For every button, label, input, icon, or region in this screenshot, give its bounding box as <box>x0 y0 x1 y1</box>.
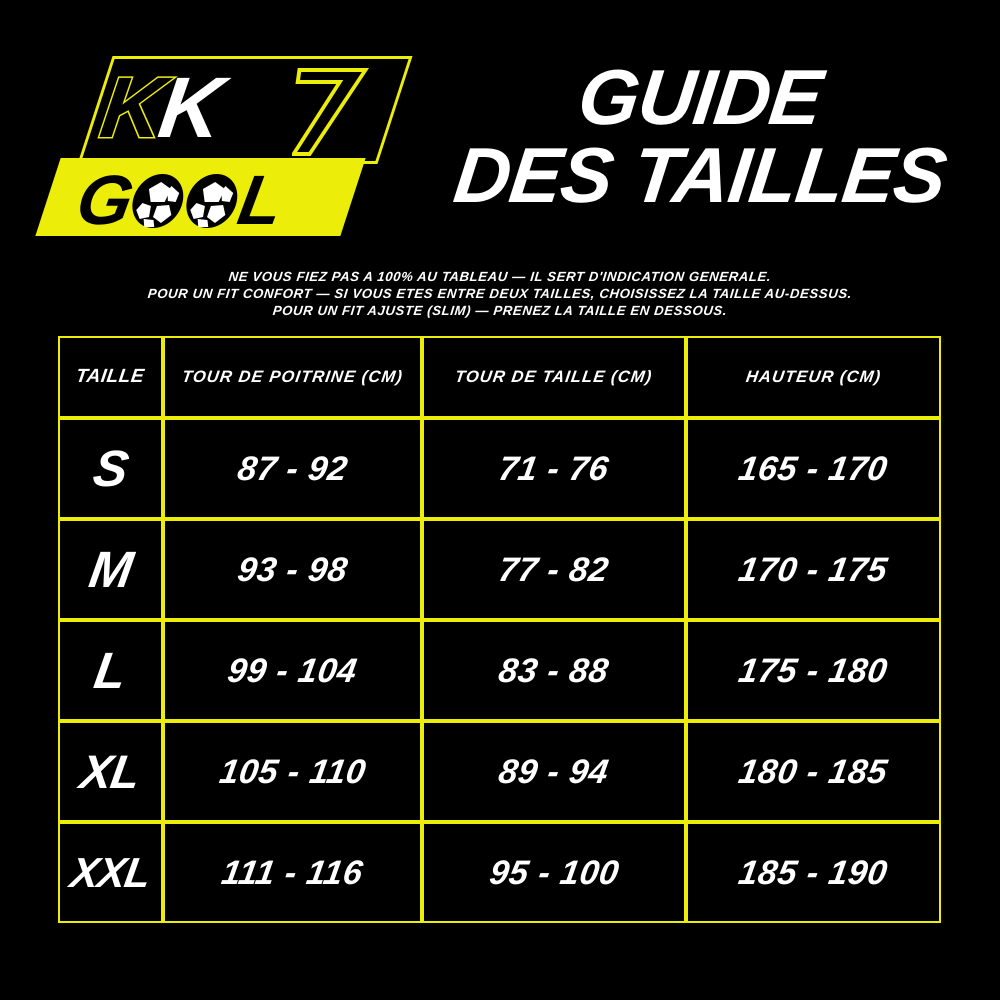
cell-chest: 111 - 116 <box>163 822 422 923</box>
height-value: 175 - 180 <box>736 651 891 690</box>
page-title: GUIDE DES TAILLES <box>420 53 980 219</box>
waist-value: 71 - 76 <box>496 449 612 488</box>
seven-slash-icon <box>290 68 370 156</box>
logo-kk-text: KK <box>94 59 225 158</box>
table-row: M 93 - 98 77 - 82 170 - 175 <box>58 519 941 620</box>
logo-gool-text: G L <box>71 161 288 239</box>
size-chart-table: TAILLE TOUR DE POITRINE (CM) TOUR DE TAI… <box>58 336 941 923</box>
chest-value: 99 - 104 <box>225 651 360 690</box>
cell-height: 180 - 185 <box>686 721 941 822</box>
cell-size: XXL <box>58 822 163 923</box>
soccer-ball-glyph-2 <box>186 174 238 228</box>
cell-chest: 87 - 92 <box>163 418 422 519</box>
table-header-row: TAILLE TOUR DE POITRINE (CM) TOUR DE TAI… <box>58 336 941 418</box>
column-header-height: HAUTEUR (CM) <box>686 336 941 418</box>
waist-value: 77 - 82 <box>496 550 612 589</box>
guidance-line-1: NE VOUS FIEZ PAS A 100% AU TABLEAU — IL … <box>227 269 773 284</box>
cell-waist: 83 - 88 <box>422 620 686 721</box>
chest-value: 111 - 116 <box>219 853 366 892</box>
guidance-line-2: POUR UN FIT CONFORT — SI VOUS ETES ENTRE… <box>147 286 853 301</box>
size-label: S <box>89 440 132 497</box>
chest-value: 105 - 110 <box>216 752 369 791</box>
guidance-line-3: POUR UN FIT AJUSTE (SLIM) — PRENEZ LA TA… <box>272 303 728 318</box>
height-value: 180 - 185 <box>736 752 891 791</box>
chest-value: 93 - 98 <box>234 550 351 589</box>
cell-height: 170 - 175 <box>686 519 941 620</box>
waist-value: 89 - 94 <box>496 752 612 791</box>
waist-value: 95 - 100 <box>486 853 622 892</box>
cell-height: 185 - 190 <box>686 822 941 923</box>
size-label: M <box>85 541 136 598</box>
cell-waist: 95 - 100 <box>422 822 686 923</box>
page-title-line-1: GUIDE <box>573 53 827 141</box>
column-header-waist: TOUR DE TAILLE (CM) <box>422 336 686 418</box>
cell-waist: 71 - 76 <box>422 418 686 519</box>
cell-size: M <box>58 519 163 620</box>
cell-size: L <box>58 620 163 721</box>
table-row: XXL 111 - 116 95 - 100 185 - 190 <box>58 822 941 923</box>
page-header: KK G <box>0 0 1000 270</box>
chest-value: 87 - 92 <box>234 449 351 488</box>
cell-height: 175 - 180 <box>686 620 941 721</box>
size-label: XL <box>77 745 144 798</box>
column-header-size: TAILLE <box>58 336 163 418</box>
table-header: TAILLE TOUR DE POITRINE (CM) TOUR DE TAI… <box>58 336 941 418</box>
page-title-line-2: DES TAILLES <box>449 130 951 219</box>
table-row: S 87 - 92 71 - 76 165 - 170 <box>58 418 941 519</box>
cell-size: XL <box>58 721 163 822</box>
cell-chest: 99 - 104 <box>163 620 422 721</box>
soccer-ball-icon-2 <box>181 171 243 229</box>
cell-waist: 89 - 94 <box>422 721 686 822</box>
cell-chest: 105 - 110 <box>163 721 422 822</box>
cell-waist: 77 - 82 <box>422 519 686 620</box>
logo-seven-icon <box>290 66 384 166</box>
cell-chest: 93 - 98 <box>163 519 422 620</box>
soccer-ball-icon <box>127 171 189 229</box>
size-label: XXL <box>67 848 154 896</box>
table-row: XL 105 - 110 89 - 94 180 - 185 <box>58 721 941 822</box>
height-value: 185 - 190 <box>736 853 891 892</box>
column-header-chest-label: TOUR DE POITRINE (CM) <box>180 367 405 386</box>
waist-value: 83 - 88 <box>496 651 612 690</box>
table-body: S 87 - 92 71 - 76 165 - 170 M 93 - 98 77… <box>58 418 941 923</box>
height-value: 165 - 170 <box>736 449 891 488</box>
table-row: L 99 - 104 83 - 88 175 - 180 <box>58 620 941 721</box>
column-header-waist-label: TOUR DE TAILLE (CM) <box>454 367 654 386</box>
guidance-note: NE VOUS FIEZ PAS A 100% AU TABLEAU — IL … <box>0 268 1000 319</box>
cell-height: 165 - 170 <box>686 418 941 519</box>
column-header-chest: TOUR DE POITRINE (CM) <box>163 336 422 418</box>
height-value: 170 - 175 <box>736 550 891 589</box>
column-header-size-label: TAILLE <box>75 366 147 387</box>
brand-logo: KK G <box>35 48 413 239</box>
column-header-height-label: HAUTEUR (CM) <box>744 367 883 386</box>
cell-size: S <box>58 418 163 519</box>
soccer-ball-glyph <box>132 174 184 228</box>
size-label: L <box>90 642 131 699</box>
